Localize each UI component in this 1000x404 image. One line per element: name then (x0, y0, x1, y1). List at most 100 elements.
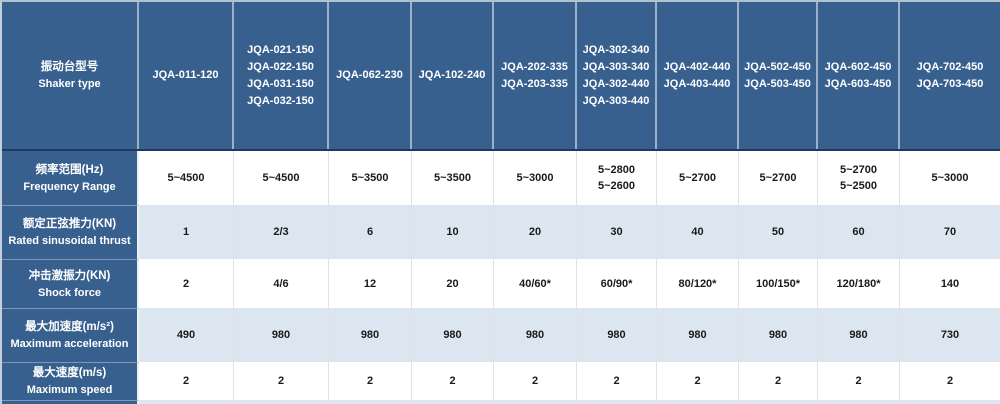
model-number: JQA-302-340 (582, 43, 650, 56)
data-cell: 40 (657, 205, 739, 259)
data-cell: 6 (329, 205, 412, 259)
data-cell: 2 (900, 362, 1000, 400)
data-value: 980 (768, 329, 788, 341)
data-value: 80/120* (678, 277, 717, 290)
row-label-cn: 冲击激振力(KN) (28, 269, 111, 282)
data-value: 140 (940, 277, 960, 290)
data-cell: 1 (139, 205, 234, 259)
data-cell: 30 (577, 205, 657, 259)
data-value: 5~3000 (516, 172, 554, 184)
data-cell: 5~2700 (657, 151, 739, 205)
row-label-cn: 最大速度(m/s) (32, 367, 107, 379)
row-label-en: Maximum speed (26, 384, 113, 396)
data-value: 1 (182, 226, 190, 238)
model-number: JQA-102-240 (418, 69, 486, 81)
data-value: 2 (946, 375, 954, 387)
data-cell: 5~3000 (900, 151, 1000, 205)
data-cell: 2 (139, 362, 234, 400)
model-number: JQA-603-450 (824, 77, 892, 90)
data-value: 980 (271, 329, 291, 341)
row-label: 频率范围(Hz) Frequency Range (2, 151, 139, 205)
spec-row: 最大速度(m/s) Maximum speed 2 2 2 2 2 2 2 2 2 2 (2, 362, 1000, 400)
data-cell (577, 400, 657, 404)
data-value: 2 (366, 375, 374, 387)
data-value: 980 (849, 329, 868, 341)
model-number: JQA-202-335 (501, 60, 568, 73)
data-cell: 980 (329, 308, 412, 362)
shaker-type-label-cn: 振动台型号 (40, 61, 99, 73)
data-value: 2 (613, 375, 620, 387)
data-value: 50 (771, 226, 785, 238)
data-value: 2 (182, 277, 190, 290)
data-cell: 100/150* (739, 259, 818, 308)
data-cell (412, 400, 494, 404)
data-value: 5~2700 (759, 172, 797, 184)
data-value: 2 (774, 375, 782, 387)
data-cell: 5~3500 (412, 151, 494, 205)
data-value: 2/3 (273, 226, 289, 238)
data-cell (657, 400, 739, 404)
model-number: JQA-502-450 (744, 60, 811, 73)
row-label-cn: 最大加速度(m/s²) (25, 321, 114, 333)
data-value: 5~2600 (597, 180, 635, 192)
data-value: 20 (446, 277, 459, 290)
data-cell: 2 (818, 362, 900, 400)
data-cell: 980 (412, 308, 494, 362)
data-cell: 120/180* (818, 259, 900, 308)
data-value: 5~4500 (262, 172, 300, 184)
data-value: 60/90* (600, 277, 633, 290)
row-label: 额定正弦推力(KN) Rated sinusoidal thrust (2, 205, 139, 259)
data-cell: 20 (494, 205, 577, 259)
row-label: 冲击激振力(KN) Shock force (2, 259, 139, 308)
data-cell (900, 400, 1000, 404)
data-cell: 10 (412, 205, 494, 259)
data-value: 5~3500 (433, 172, 471, 184)
data-cell: 60/90* (577, 259, 657, 308)
model-number: JQA-303-440 (582, 94, 650, 107)
row-label-cn: 额定正弦推力(KN) (22, 218, 117, 230)
shaker-type-header: 振动台型号 Shaker type (2, 2, 139, 149)
data-cell: 140 (900, 259, 1000, 308)
row-label-en: Rated sinusoidal thrust (8, 235, 131, 247)
model-number: JQA-702-450 (916, 60, 984, 73)
spec-row: 频率范围(Hz) Frequency Range 5~4500 5~4500 5~350… (2, 151, 1000, 205)
data-cell (139, 400, 234, 404)
model-number: JQA-021-150 (247, 43, 314, 56)
spec-row: 冲击激振力(KN) Shock force 2 4/6 12 20 40/60* 60/90*… (2, 259, 1000, 308)
data-value: 2 (855, 375, 862, 387)
data-value: 730 (940, 329, 960, 341)
data-cell: 70 (900, 205, 1000, 259)
row-label: 最大加速度(m/s²) Maximum acceleration (2, 308, 139, 362)
data-value: 4/6 (273, 277, 289, 290)
data-value: 980 (688, 329, 707, 341)
data-value: 70 (943, 226, 957, 238)
data-cell: 80/120* (657, 259, 739, 308)
data-cell: 2 (139, 259, 234, 308)
data-value: 2 (694, 375, 701, 387)
model-number: JQA-402-440 (663, 60, 731, 73)
data-cell: 5~3000 (494, 151, 577, 205)
data-value: 10 (446, 226, 459, 238)
partial-row-label (2, 400, 139, 404)
data-cell: 5~2700 (739, 151, 818, 205)
data-cell: 2 (657, 362, 739, 400)
data-cell: 12 (329, 259, 412, 308)
data-value: 5~2800 (597, 164, 635, 176)
header-cell-models: JQA-402-440 JQA-403-440 (657, 2, 739, 149)
model-number: JQA-403-440 (663, 77, 731, 90)
data-cell: 490 (139, 308, 234, 362)
data-value: 40 (691, 226, 704, 238)
data-cell: 730 (900, 308, 1000, 362)
model-number: JQA-031-150 (247, 77, 314, 90)
model-number: JQA-503-450 (744, 77, 811, 90)
data-value: 6 (366, 226, 374, 238)
header-cell-models: JQA-702-450 JQA-703-450 (900, 2, 1000, 149)
data-cell: 2 (577, 362, 657, 400)
data-cell (739, 400, 818, 404)
data-value: 980 (525, 329, 545, 341)
data-value: 40/60* (519, 277, 551, 290)
data-value: 100/150* (755, 277, 801, 290)
data-cell: 5~4500 (139, 151, 234, 205)
header-cell-models: JQA-021-150 JQA-022-150 JQA-031-150 JQA-032… (234, 2, 329, 149)
